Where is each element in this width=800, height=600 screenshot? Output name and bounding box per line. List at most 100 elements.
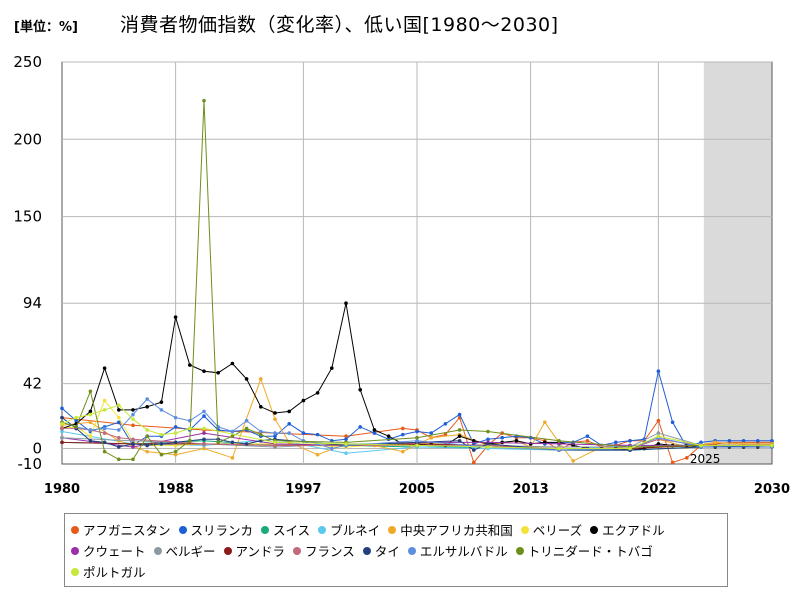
legend-item: アフガニスタン xyxy=(71,520,171,541)
data-point xyxy=(145,404,149,409)
data-point xyxy=(699,440,703,445)
data-point xyxy=(102,440,107,445)
data-point xyxy=(301,439,306,443)
data-point xyxy=(656,442,661,446)
legend-item: エルサルバドル xyxy=(407,541,508,562)
legend-label: ポルトガル xyxy=(83,565,146,580)
data-point xyxy=(770,439,774,443)
x-tick-label: 2013 xyxy=(513,482,549,497)
x-tick-label: 2030 xyxy=(754,482,790,497)
data-point xyxy=(230,440,235,445)
data-point xyxy=(117,428,121,432)
data-point xyxy=(273,434,277,438)
data-point xyxy=(244,418,249,423)
legend-marker xyxy=(223,547,232,555)
y-tick-label: 150 xyxy=(13,208,42,226)
forecast-band xyxy=(703,62,772,464)
data-point xyxy=(457,428,462,432)
data-point xyxy=(472,439,476,443)
data-point xyxy=(457,439,462,443)
data-point xyxy=(273,411,277,415)
x-axis: 1980 1988 1997 2005 2013 2022 2030 xyxy=(44,482,790,497)
data-point xyxy=(315,432,320,437)
data-point xyxy=(415,439,419,443)
legend-item: スイス xyxy=(261,520,310,541)
data-point xyxy=(159,442,164,446)
data-point xyxy=(202,446,206,451)
data-point xyxy=(429,431,434,435)
data-point xyxy=(173,415,178,420)
data-point xyxy=(259,377,263,381)
data-point xyxy=(102,449,107,454)
x-tick-label: 1988 xyxy=(158,482,194,497)
data-point xyxy=(628,439,632,443)
y-tick-label: -10 xyxy=(18,455,43,473)
data-point xyxy=(117,445,121,449)
data-point xyxy=(131,437,135,442)
data-point xyxy=(486,445,490,449)
data-point xyxy=(188,363,192,367)
data-point xyxy=(585,439,590,443)
legend: アフガニスタン スリランカ スイス ブルネイ 中央アフリカ共和国 ベリーズ エクアドルクウェ… xyxy=(64,513,728,587)
data-point xyxy=(159,432,164,437)
data-point xyxy=(74,418,78,423)
data-point xyxy=(131,445,135,449)
data-point xyxy=(344,437,348,442)
x-tick-label: 2022 xyxy=(640,482,676,497)
legend-item: タイ xyxy=(362,541,400,562)
data-point xyxy=(131,412,135,417)
legend-label: ベリーズ xyxy=(532,523,583,538)
legend-label: アフガニスタン xyxy=(83,523,171,538)
data-point xyxy=(60,426,64,431)
data-point xyxy=(102,398,107,403)
x-tick-label: 1997 xyxy=(285,482,321,497)
data-point xyxy=(670,460,675,465)
data-point xyxy=(301,431,306,435)
data-point xyxy=(202,442,206,446)
data-point xyxy=(74,415,78,420)
forecast-label: 2025 xyxy=(690,452,721,466)
data-point xyxy=(259,429,263,434)
data-point xyxy=(117,415,121,420)
data-point xyxy=(202,426,206,431)
legend-marker xyxy=(515,547,524,555)
data-point xyxy=(372,431,377,435)
data-point xyxy=(429,435,434,440)
data-point xyxy=(741,442,746,446)
data-point xyxy=(173,315,178,319)
data-point xyxy=(486,442,490,446)
data-point xyxy=(60,415,64,420)
data-point xyxy=(117,457,121,462)
data-point xyxy=(60,435,64,440)
data-point xyxy=(486,429,490,434)
legend-item: スリランカ xyxy=(178,520,253,541)
data-point xyxy=(457,412,462,417)
data-point xyxy=(514,439,519,443)
data-point xyxy=(273,431,277,435)
legend-label: エルサルバドル xyxy=(419,544,508,559)
data-point xyxy=(685,456,689,460)
legend-marker xyxy=(71,547,79,555)
data-point xyxy=(60,440,64,445)
data-point xyxy=(88,420,93,425)
data-point xyxy=(145,428,149,432)
data-point xyxy=(628,446,632,451)
data-point xyxy=(202,437,206,442)
legend-label: アンドラ xyxy=(235,544,286,559)
data-point xyxy=(756,439,760,443)
x-tick-label: 2005 xyxy=(399,482,435,497)
data-point xyxy=(145,449,149,454)
data-point xyxy=(287,431,292,435)
y-tick-label: 250 xyxy=(13,53,42,71)
data-point xyxy=(656,369,661,374)
data-point xyxy=(60,429,64,434)
legend-marker xyxy=(362,547,371,555)
data-point xyxy=(472,448,476,452)
data-point xyxy=(216,440,220,445)
data-point xyxy=(202,414,206,418)
data-point xyxy=(741,439,746,443)
data-point xyxy=(117,408,121,412)
data-point xyxy=(386,434,391,438)
data-point xyxy=(117,435,121,440)
legend-marker xyxy=(388,526,397,534)
